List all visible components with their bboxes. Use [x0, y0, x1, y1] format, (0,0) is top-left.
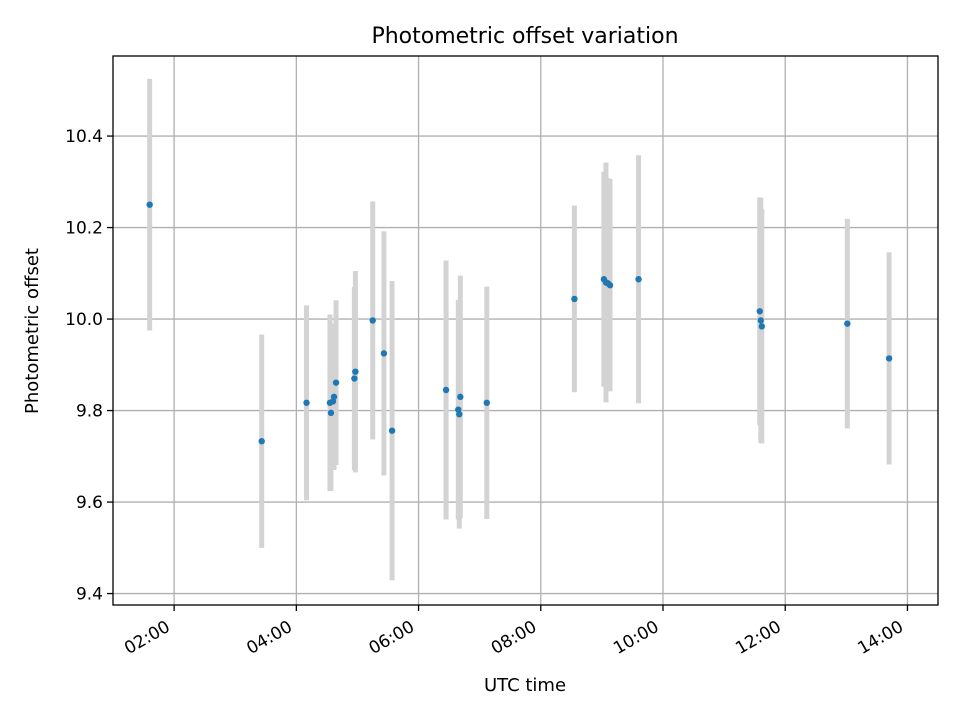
data-point [352, 368, 359, 375]
data-point [303, 399, 310, 406]
error-bars [147, 78, 892, 581]
data-point [330, 393, 338, 401]
y-tick-label: 9.4 [76, 585, 103, 605]
data-point [146, 201, 153, 208]
data-point [635, 276, 642, 283]
data-point [332, 379, 340, 386]
x-axis-label: UTC time [484, 675, 566, 696]
y-tick-label: 9.6 [76, 493, 103, 513]
x-tick-label: 02:00 [121, 617, 173, 659]
data-point [380, 350, 388, 357]
data-point [756, 308, 763, 315]
data-point [758, 323, 765, 330]
data-point [442, 386, 450, 394]
data-point [885, 355, 893, 362]
y-tick-label: 10.4 [65, 127, 103, 147]
data-point [369, 317, 376, 324]
data-point [258, 438, 265, 445]
data-point [844, 320, 851, 327]
y-tick-label: 9.8 [76, 402, 103, 422]
y-axis-label: Photometric offset [22, 248, 43, 414]
plot-frame [112, 55, 939, 606]
data-point [327, 409, 335, 417]
x-tick-label: 14:00 [855, 617, 907, 659]
x-tick-label: 12:00 [732, 617, 784, 659]
data-point [351, 375, 358, 382]
data-points [146, 201, 893, 445]
data-point [606, 282, 614, 289]
chart-title: Photometric offset variation [371, 24, 678, 49]
x-tick-label: 08:00 [488, 617, 540, 659]
data-point [456, 411, 463, 418]
grid-lines [113, 56, 938, 605]
x-tick-label: 10:00 [610, 617, 662, 659]
y-tick-label: 10.0 [65, 310, 103, 330]
x-tick-label: 06:00 [366, 617, 418, 659]
y-tick-label: 10.2 [65, 219, 103, 239]
data-point [457, 393, 464, 401]
data-point [388, 427, 396, 434]
data-point [757, 317, 764, 324]
data-point [571, 295, 578, 303]
x-tick-label: 04:00 [243, 617, 295, 659]
data-point [483, 399, 490, 406]
